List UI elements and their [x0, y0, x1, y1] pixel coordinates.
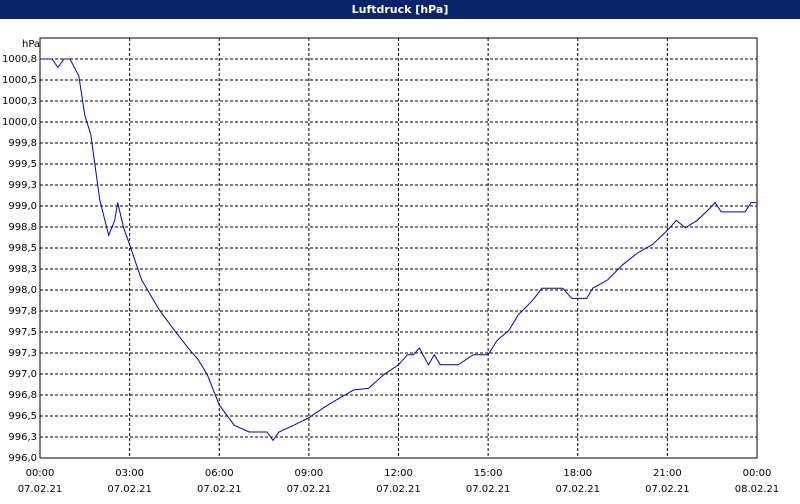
y-tick-label: 997,3: [8, 348, 37, 359]
x-tick-label: 03:00: [115, 468, 144, 479]
y-tick-label: 996,5: [8, 411, 37, 422]
data-line: [40, 58, 757, 442]
x-tick-date: 07.02.21: [555, 484, 600, 495]
y-tick-label: 998,8: [8, 222, 37, 233]
y-tick-label: 996,0: [8, 453, 37, 464]
plot-frame: [39, 37, 758, 459]
y-tick-label: 999,5: [8, 159, 37, 170]
y-tick-label: 997,8: [8, 306, 37, 317]
x-tick-label: 21:00: [653, 468, 682, 479]
y-tick-label: 996,3: [8, 432, 37, 443]
x-tick-label: 12:00: [384, 468, 413, 479]
x-tick-label: 00:00: [743, 468, 772, 479]
x-tick-date: 07.02.21: [287, 484, 332, 495]
y-tick-label: 997,5: [8, 327, 37, 338]
y-tick-label: 999,8: [8, 138, 37, 149]
y-tick-label: 1000,5: [2, 75, 37, 86]
y-tick-label: 999,3: [8, 180, 37, 191]
y-tick-label: 1000,3: [2, 96, 37, 107]
x-tick-date: 07.02.21: [18, 484, 63, 495]
x-tick-label: 06:00: [205, 468, 234, 479]
y-axis-label: hPa: [22, 39, 40, 50]
y-tick-label: 998,0: [8, 285, 37, 296]
y-tick-label: 998,3: [8, 264, 37, 275]
y-tick-label: 998,5: [8, 243, 37, 254]
x-tick-label: 18:00: [563, 468, 592, 479]
y-tick-label: 1000,8: [2, 54, 37, 65]
x-tick-label: 00:00: [26, 468, 55, 479]
x-tick-date: 07.02.21: [645, 484, 690, 495]
y-tick-label: 997,0: [8, 369, 37, 380]
x-tick-date: 07.02.21: [466, 484, 511, 495]
chart-title: Luftdruck [hPa]: [352, 3, 449, 16]
x-tick-label: 15:00: [474, 468, 503, 479]
x-tick-date: 07.02.21: [107, 484, 152, 495]
title-bar: [0, 0, 800, 19]
y-tick-label: 996,8: [8, 390, 37, 401]
y-tick-label: 999,0: [8, 201, 37, 212]
x-tick-label: 09:00: [294, 468, 323, 479]
x-tick-date: 07.02.21: [197, 484, 242, 495]
x-tick-date: 07.02.21: [376, 484, 421, 495]
y-tick-label: 1000,0: [2, 117, 37, 128]
x-tick-date: 08.02.21: [735, 484, 780, 495]
